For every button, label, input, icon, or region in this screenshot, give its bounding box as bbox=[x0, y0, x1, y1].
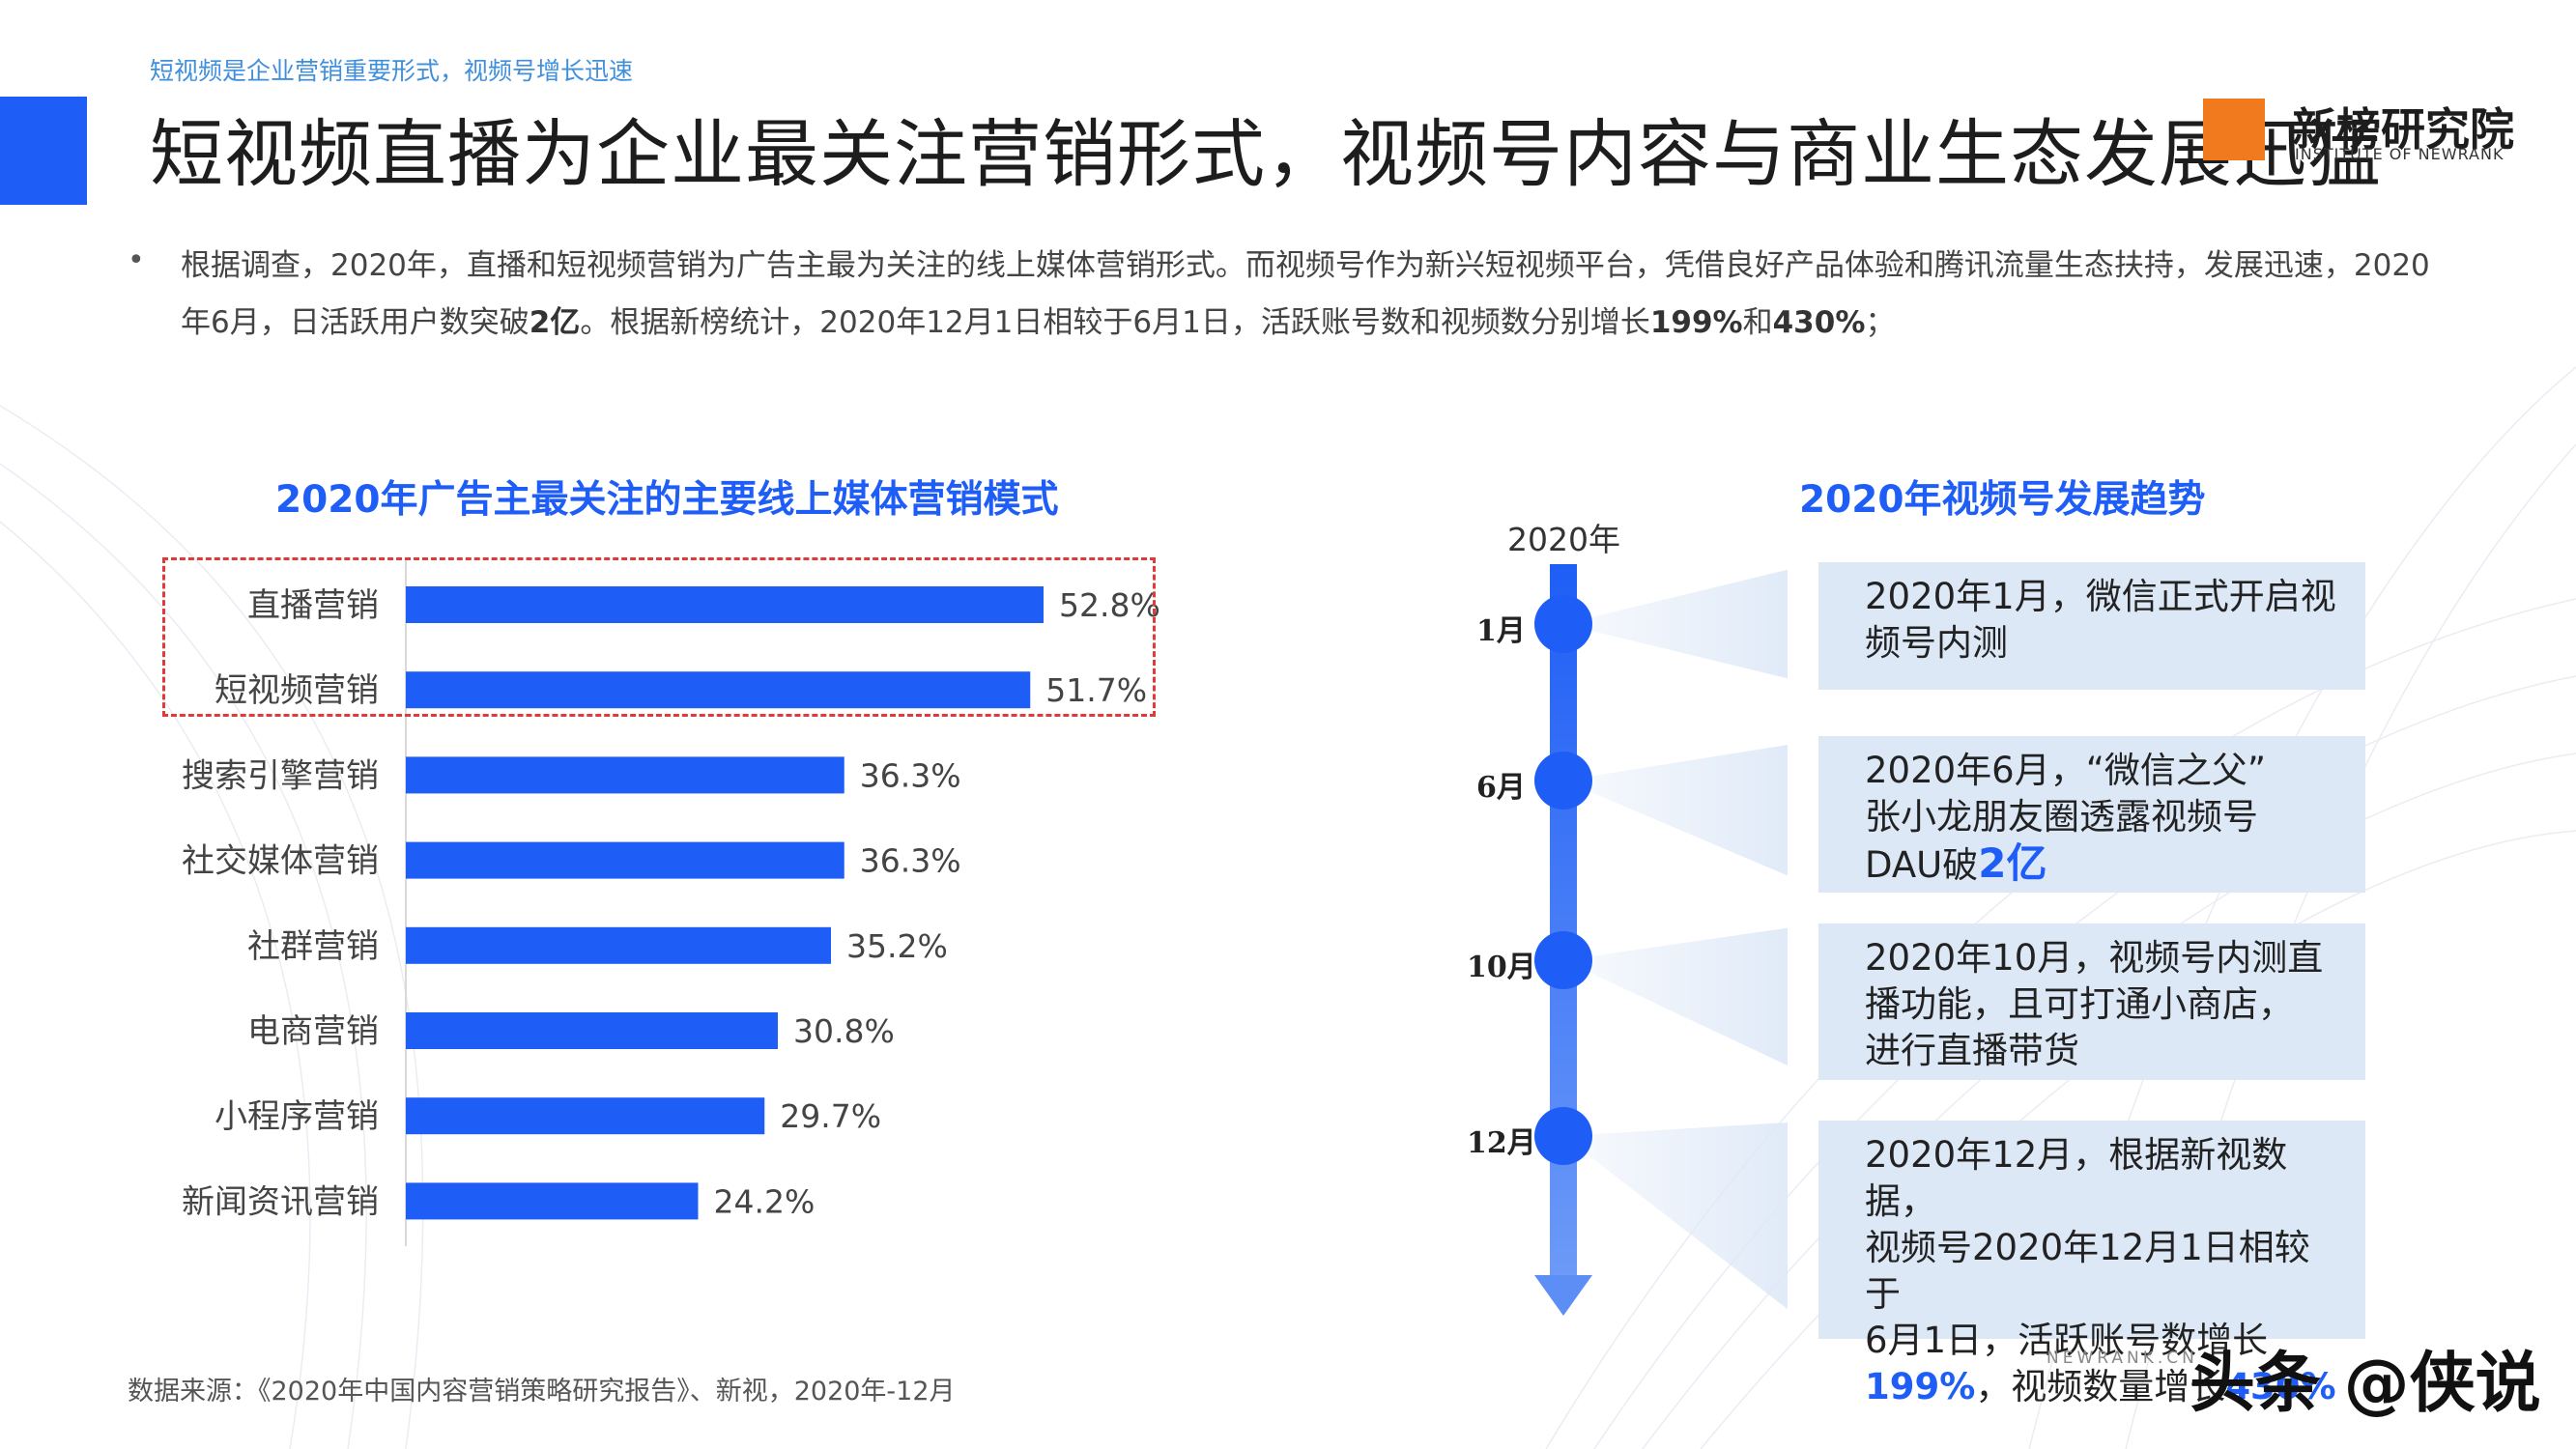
bar-value-label: 29.7% bbox=[780, 1097, 881, 1135]
event-jun-line-3: DAU破2亿 bbox=[1865, 840, 2342, 889]
beam-1 bbox=[1563, 569, 1788, 679]
event-card-jun: 2020年6月，“微信之父” 张小龙朋友圈透露视频号 DAU破2亿 bbox=[1818, 736, 2365, 893]
bar-value-label: 24.2% bbox=[714, 1182, 816, 1220]
event-jan-line-2: 频号内测 bbox=[1865, 622, 2008, 664]
timeline-year: 2020年 bbox=[1507, 521, 1620, 558]
newrank-logo: 新榜研究院 INSTITUTE OF NEWRANK bbox=[2203, 93, 2551, 170]
event-oct-line-3: 进行直播带货 bbox=[1865, 1030, 2079, 1071]
desc-part-2: 。根据新榜统计，2020年12月1日相较于6月1日，活跃账号数和视频数分别增长 bbox=[580, 305, 1650, 340]
timeline-arrow-icon bbox=[1534, 1275, 1592, 1316]
section-tag: 短视频是企业营销重要形式，视频号增长迅速 bbox=[150, 57, 634, 85]
bar bbox=[406, 1097, 765, 1135]
event-card-oct: 2020年10月，视频号内测直 播功能，且可打通小商店， 进行直播带货 bbox=[1818, 923, 2365, 1080]
desc-bold-accounts: 199% bbox=[1649, 305, 1743, 340]
bar-category-label: 社群营销 bbox=[247, 927, 379, 966]
timeline-dot-jan bbox=[1534, 595, 1592, 653]
month-label-jan: 1月 bbox=[1476, 614, 1526, 648]
event-jan-line-1: 2020年1月，微信正式开启视 bbox=[1865, 576, 2336, 617]
bar-value-label: 36.3% bbox=[860, 756, 961, 794]
bar bbox=[406, 926, 831, 964]
bar-value-label: 30.8% bbox=[793, 1012, 895, 1050]
bar-value-label: 52.8% bbox=[1059, 586, 1160, 624]
data-source: 数据来源：《2020年中国内容营销策略研究报告》、新视，2020年-12月 bbox=[128, 1377, 956, 1406]
event-jun-dau: DAU破 bbox=[1865, 844, 1979, 886]
watermark: 头条 @侠说 bbox=[2190, 1346, 2541, 1422]
bar-category-label: 搜索引擎营销 bbox=[182, 756, 379, 795]
bar-chart: 直播营销 52.8% 短视频营销 51.7% 搜索引擎营销 36.3% 社交媒体营销 36.3… bbox=[182, 560, 1160, 1246]
event-dec-videos-growth: 430% bbox=[2225, 1366, 2336, 1407]
bar bbox=[406, 841, 844, 879]
event-dec-line-2: 视频号2020年12月1日相较于 bbox=[1865, 1227, 2310, 1315]
logo-name: 新榜研究院 bbox=[2292, 103, 2514, 156]
timeline-title: 2020年视频号发展趋势 bbox=[1799, 478, 2206, 522]
logo-english: INSTITUTE OF NEWRANK bbox=[2295, 145, 2504, 163]
bar bbox=[406, 671, 1031, 709]
highlight-dashed-box bbox=[162, 557, 1156, 717]
title-accent-bar bbox=[0, 97, 87, 205]
event-jun-highlight: 2亿 bbox=[1978, 839, 2047, 887]
event-oct-line-2: 播功能，且可打通小商店， bbox=[1865, 983, 2294, 1025]
bar bbox=[406, 756, 844, 794]
event-card-jan: 2020年1月，微信正式开启视 频号内测 bbox=[1818, 562, 2365, 690]
month-label-dec: 12月 bbox=[1467, 1126, 1536, 1160]
bar bbox=[406, 1012, 778, 1049]
desc-bold-videos: 430% bbox=[1772, 305, 1866, 340]
description-text: 根据调查，2020年，直播和短视频营销为广告主最为关注的线上媒体营销形式。而视频… bbox=[181, 238, 2442, 352]
event-dec-mid: ，视频数量增长 bbox=[1975, 1366, 2226, 1407]
newrank-url: NEWRANK.CN bbox=[2046, 1349, 2198, 1368]
beam-3 bbox=[1563, 927, 1788, 1065]
timeline-dot-oct bbox=[1534, 931, 1592, 989]
bar-category-label: 电商营销 bbox=[247, 1012, 379, 1051]
event-dec-line-4: 199%，视频数量增长430% bbox=[1865, 1364, 2342, 1410]
timeline-dot-jun bbox=[1534, 752, 1592, 810]
desc-bold-dau: 2亿 bbox=[529, 305, 581, 340]
event-dec-line-3: 6月1日，活跃账号数增长 bbox=[1865, 1320, 2269, 1361]
event-dec-accounts-growth: 199% bbox=[1865, 1366, 1976, 1407]
event-oct-line-1: 2020年10月，视频号内测直 bbox=[1865, 937, 2324, 979]
bar-value-label: 51.7% bbox=[1045, 671, 1147, 709]
event-card-dec: 2020年12月，根据新视数据， 视频号2020年12月1日相较于 6月1日，活… bbox=[1818, 1121, 2365, 1407]
month-label-jun: 6月 bbox=[1476, 771, 1526, 805]
timeline-axis bbox=[1534, 564, 1788, 1316]
bar bbox=[406, 1182, 699, 1220]
bar-value-label: 36.3% bbox=[860, 842, 961, 880]
bar bbox=[406, 586, 1044, 623]
beam-4 bbox=[1563, 1122, 1788, 1310]
logo-mark-icon bbox=[2203, 99, 2265, 160]
bar-value-label: 35.2% bbox=[846, 927, 948, 965]
event-jun-line-2: 张小龙朋友圈透露视频号 bbox=[1865, 796, 2258, 838]
desc-part-3: 和 bbox=[1742, 305, 1773, 340]
month-label-oct: 10月 bbox=[1467, 951, 1536, 984]
event-jun-line-1: 2020年6月，“微信之父” bbox=[1865, 750, 2267, 791]
timeline-line bbox=[1550, 564, 1577, 1279]
timeline-dot-dec bbox=[1534, 1107, 1592, 1165]
event-dec-line-1: 2020年12月，根据新视数据， bbox=[1865, 1134, 2288, 1222]
bar-category-label: 短视频营销 bbox=[215, 671, 379, 710]
bullet-icon: • bbox=[128, 243, 145, 277]
page-title: 短视频直播为企业最关注营销形式，视频号内容与商业生态发展迅猛 bbox=[150, 111, 2382, 197]
bar-category-label: 社交媒体营销 bbox=[182, 842, 379, 881]
bar-category-label: 直播营销 bbox=[247, 586, 379, 625]
chart-title: 2020年广告主最关注的主要线上媒体营销模式 bbox=[275, 478, 1059, 522]
desc-part-1: 根据调查，2020年，直播和短视频营销为广告主最为关注的线上媒体营销形式。而视频… bbox=[181, 248, 2430, 340]
beam-2 bbox=[1563, 745, 1788, 876]
desc-part-4: ； bbox=[1865, 305, 1896, 340]
bar-category-label: 小程序营销 bbox=[215, 1097, 379, 1136]
bar-category-label: 新闻资讯营销 bbox=[182, 1182, 379, 1221]
